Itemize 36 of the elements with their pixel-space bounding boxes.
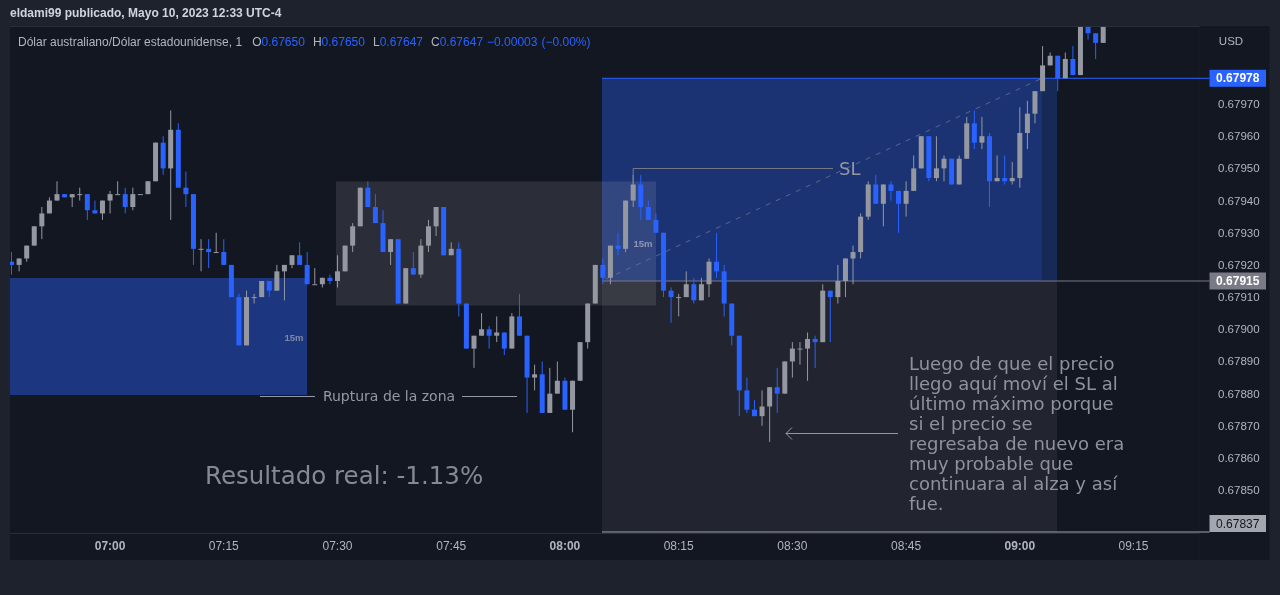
annotation: Ruptura de la zona [322,388,456,404]
x-tick-label: 08:00 [549,539,581,553]
x-tick-label: 08:15 [663,539,695,553]
text: O0.67650 H0.67650 L0.67647 C0.67647 −0.00003 (−0.00%) [252,35,591,49]
y-tick-label: 0.67910 [1218,291,1260,304]
y-tick-label: 0.67920 [1218,258,1260,271]
ref-line-label: 0.67915 [1216,274,1260,289]
annotation: 15m [284,331,304,343]
y-tick-label: 0.67850 [1218,484,1260,497]
ref-line-label: 0.67837 [1216,516,1260,531]
y-tick-label: 0.67900 [1218,323,1260,336]
y-tick-label: 0.67930 [1218,226,1260,239]
y-tick-label: 0.67860 [1218,451,1260,464]
annotation: 15m [633,237,653,249]
x-tick-label: 09:00 [1004,539,1036,553]
annotation: Luego de que el precio llego aquí moví el SL al último máximo porque si el precio se regresaba de nuevo era muy probable que continuara al alza y así fue. [909,352,1125,514]
annotation: SL [839,157,861,179]
y-tick-label: 0.67870 [1218,419,1260,432]
x-tick-label: 07:45 [436,539,467,553]
y-tick-label: 0.67940 [1218,194,1260,207]
text: eldami99 publicado, Mayo 10, 2023 12:33 UTC-4 [10,6,282,20]
x-tick-label: 08:45 [891,539,922,553]
ref-line-label: 0.67978 [1216,71,1260,86]
y-tick-label: 0.67880 [1218,387,1260,400]
text: Dólar australiano/Dólar estadounidense, 1 [18,35,243,49]
y-tick-label: 0.67890 [1218,355,1260,368]
x-tick-label: 07:30 [322,539,353,553]
x-tick-label: 08:30 [777,539,808,553]
x-tick-label: 07:15 [208,539,240,553]
y-tick-label: 0.67950 [1218,162,1260,175]
x-tick-label: 07:00 [94,539,126,553]
y-tick-label: 0.67960 [1218,130,1260,143]
annotation: Resultado real: -1.13% [205,460,484,490]
x-tick-label: 09:15 [1118,539,1149,553]
y-tick-label: 0.67970 [1218,98,1260,111]
y-axis-title: USD [1218,35,1244,47]
